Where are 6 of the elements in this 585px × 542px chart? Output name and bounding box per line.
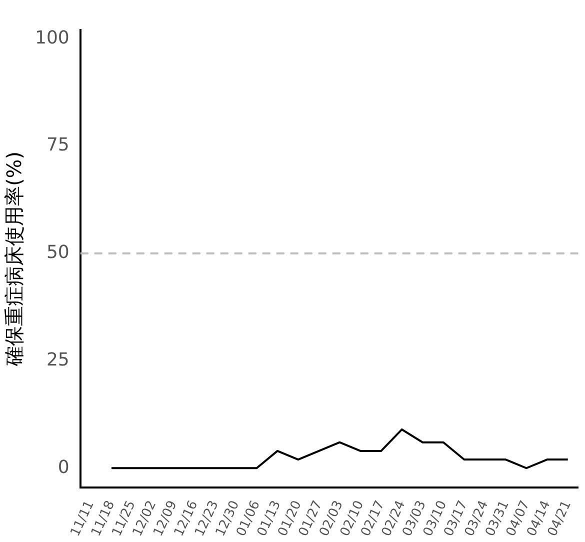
y-tick-label: 75	[46, 134, 70, 156]
y-tick-label: 50	[46, 242, 70, 264]
y-tick-label: 25	[46, 349, 70, 370]
y-tick-label: 0	[58, 456, 70, 478]
y-axis-title: 確保重症病床使用率(%)	[2, 151, 26, 368]
y-tick-label: 100	[34, 27, 70, 48]
